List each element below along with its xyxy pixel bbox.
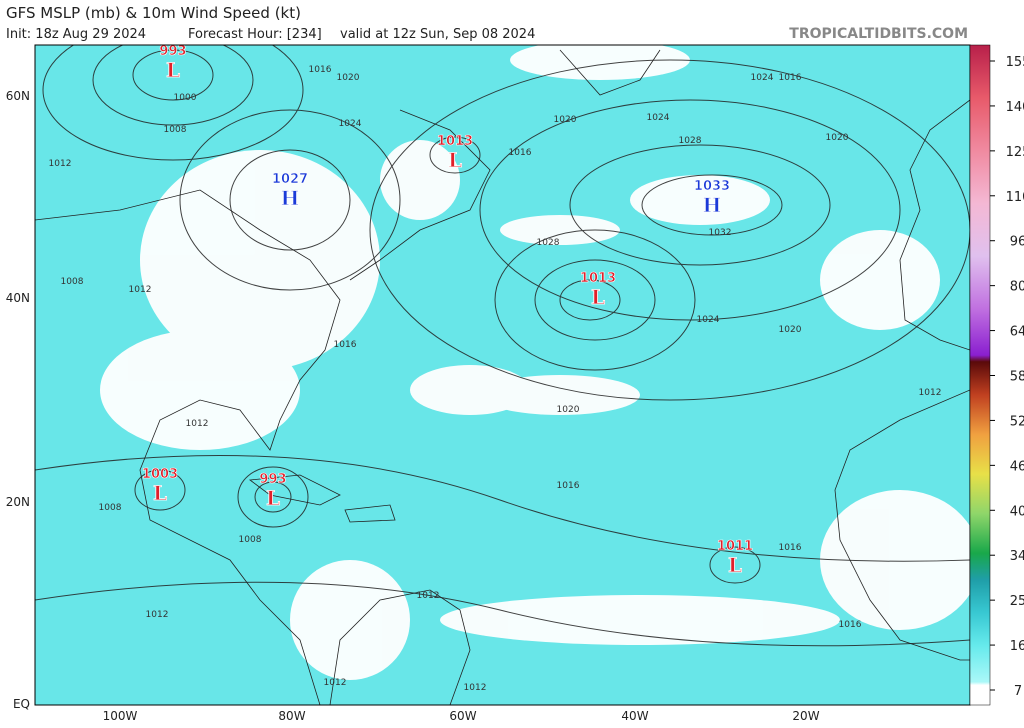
- colorbar-label: 140: [1006, 100, 1024, 115]
- colorbar-label: 46: [1010, 459, 1024, 474]
- lat-label: EQ: [13, 697, 30, 711]
- isobar-label: 1028: [679, 136, 702, 146]
- colorbar-label: 40: [1010, 504, 1024, 519]
- valid-time: valid at 12z Sun, Sep 08 2024: [340, 27, 535, 42]
- isobar-label: 1016: [309, 65, 332, 75]
- center-pressure: 993: [159, 44, 186, 59]
- map-area: 1000 1008 1016 1020 1024 1012 1016 1020 1024 1028…: [35, 44, 970, 705]
- isobar-label: 1024: [751, 73, 774, 83]
- isobar-label: 1012: [919, 388, 942, 398]
- isobar-label: 1028: [537, 238, 560, 248]
- isobar-label: 1024: [697, 315, 720, 325]
- isobar-label: 1020: [826, 133, 849, 143]
- isobar-label: 1016: [509, 148, 532, 158]
- isobar-label: 1016: [557, 481, 580, 491]
- title: GFS MSLP (mb) & 10m Wind Speed (kt): [6, 4, 301, 22]
- init: Init: 18z Aug 29 2024: [6, 27, 146, 42]
- isobar-label: 1012: [129, 285, 152, 295]
- colorbar-label: 7: [1014, 684, 1022, 699]
- colorbar-ticks: 155 140 125 110 96 80 64 58 52 46 40 34 25 16 7: [990, 55, 1024, 699]
- colorbar-label: 52: [1010, 414, 1024, 429]
- isobar-label: 1016: [334, 340, 357, 350]
- isobar-label: 1012: [49, 159, 72, 169]
- colorbar-label: 125: [1006, 145, 1024, 160]
- source: TROPICALTIDBITS.COM: [789, 26, 968, 42]
- isobar-label: 1008: [239, 535, 262, 545]
- isobar-label: 1012: [417, 591, 440, 601]
- center-symbol: L: [448, 148, 462, 172]
- colorbar-label: 80: [1010, 280, 1024, 295]
- center-pressure: 1003: [142, 467, 178, 482]
- isobar-label: 1016: [779, 73, 802, 83]
- center-pressure: 1013: [437, 134, 473, 149]
- center-pressure: 1033: [694, 179, 730, 194]
- isobar-label: 1012: [464, 683, 487, 693]
- lon-label: 40W: [621, 709, 648, 723]
- colorbar-label: 34: [1010, 549, 1024, 564]
- center-symbol: L: [266, 486, 280, 510]
- colorbar-label: 64: [1010, 325, 1024, 340]
- isobar-label: 1012: [146, 610, 169, 620]
- colorbar-label: 155: [1006, 55, 1024, 70]
- center-symbol: H: [281, 186, 300, 210]
- coastlines: [35, 49, 970, 705]
- colorbar-label: 16: [1010, 639, 1024, 654]
- center-symbol: L: [591, 285, 605, 309]
- center-symbol: L: [166, 58, 180, 82]
- isobar-label: 1020: [337, 73, 360, 83]
- isobar-label: 1020: [554, 115, 577, 125]
- isobar-label: 1020: [779, 325, 802, 335]
- isobar-label: 1000: [174, 93, 197, 103]
- isobar-label: 1008: [164, 125, 187, 135]
- center-pressure: 1011: [717, 539, 753, 554]
- colorbar-label: 25: [1010, 594, 1024, 609]
- colorbar-label: 58: [1010, 370, 1024, 385]
- isobars: [35, 45, 970, 647]
- isobar-label: 1008: [99, 503, 122, 513]
- isobar-label: 1032: [709, 228, 732, 238]
- isobar-label: 1024: [339, 119, 362, 129]
- isobar-labels: 1000 1008 1016 1020 1024 1012 1016 1020 1024 1028…: [49, 65, 942, 693]
- colorbar: [969, 44, 991, 706]
- center-pressure: 1027: [272, 172, 308, 187]
- isobar-label: 1016: [779, 543, 802, 553]
- isobar-label: 1008: [61, 277, 84, 287]
- colorbar-label: 96: [1010, 235, 1024, 250]
- colorbar-label: 110: [1006, 190, 1024, 205]
- isobar-label: 1012: [324, 678, 347, 688]
- isobar-label: 1024: [647, 113, 670, 123]
- lon-label: 80W: [278, 709, 305, 723]
- isobar-label: 1016: [839, 620, 862, 630]
- lat-label: 20N: [6, 495, 30, 509]
- axes: 60N 40N 20N EQ 100W 80W 60W 40W 20W: [6, 89, 820, 723]
- center-symbol: L: [153, 481, 167, 505]
- lon-label: 100W: [103, 709, 138, 723]
- center-pressure: 993: [259, 472, 286, 487]
- isobar-label: 1020: [557, 405, 580, 415]
- lon-label: 20W: [792, 709, 819, 723]
- lat-label: 60N: [6, 89, 30, 103]
- center-symbol: H: [703, 193, 722, 217]
- center-symbol: L: [728, 553, 742, 577]
- center-pressure: 1013: [580, 271, 616, 286]
- lat-label: 40N: [6, 291, 30, 305]
- isobar-label: 1012: [186, 419, 209, 429]
- lon-label: 60W: [449, 709, 476, 723]
- forecast-hour: Forecast Hour: [234]: [188, 27, 322, 42]
